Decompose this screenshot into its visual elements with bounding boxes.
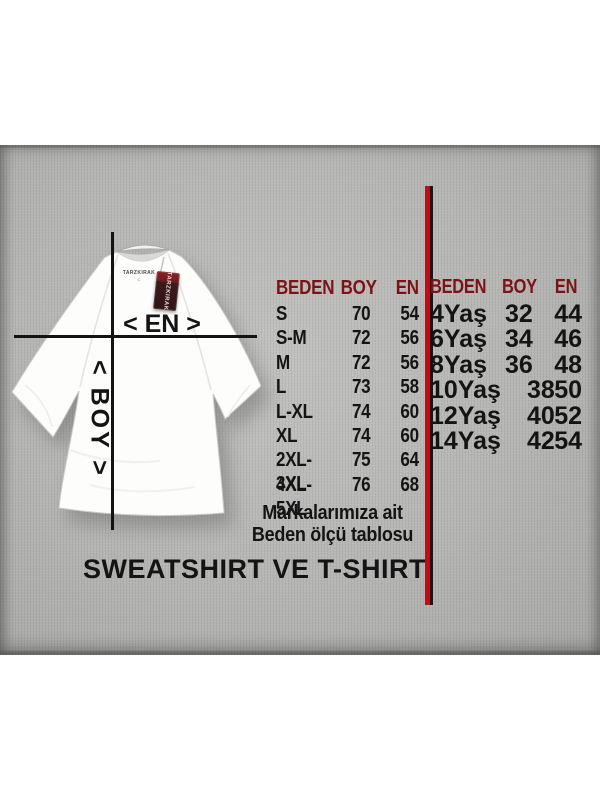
table-cell: 52 [554, 401, 582, 430]
table-row: 8Yaş 36 48 [430, 350, 582, 379]
table-cell: 48 [554, 350, 582, 379]
table-cell: S [276, 303, 288, 325]
table-cell: 8Yaş [430, 350, 488, 379]
wrinkle [89, 484, 196, 493]
table-cell: 74 [351, 424, 371, 447]
kids-table-header: BEDEN BOY EN [430, 276, 582, 302]
neck-size-letter: C [138, 277, 141, 282]
raglan-seam-right [167, 252, 212, 391]
neck-brand-label: TARZKIRAK [123, 270, 155, 276]
table-cell: 42 [527, 426, 555, 455]
table-row: 4Yaş 32 44 [430, 302, 582, 327]
table-cell: 76 [351, 473, 371, 496]
table-cell: 64 [400, 449, 419, 472]
table-cell: M [276, 351, 290, 374]
adult-header-en: EN [395, 277, 419, 299]
table-row: 6Yaş 34 46 [430, 327, 582, 352]
table-cell: 56 [400, 327, 419, 350]
table-cell: 46 [554, 325, 582, 354]
table-cell: 75 [351, 449, 371, 472]
page-title: SWEATSHIRT VE T-SHIRT [83, 554, 427, 584]
wrinkle [227, 384, 251, 418]
en-width-label: < EN > [123, 310, 201, 338]
table-cell: 72 [351, 351, 371, 374]
hang-tag-brand: TARZKIRAK [161, 271, 172, 311]
collar-band [116, 244, 170, 253]
adult-header-boy: BOY [340, 277, 377, 299]
table-cell: 32 [505, 300, 533, 328]
table-cell: L-XL [276, 400, 313, 423]
wrinkle [24, 384, 53, 428]
table-cell: 38 [527, 376, 555, 405]
tshirt-body [11, 249, 262, 517]
table-cell: 74 [351, 400, 371, 423]
table-row: 14Yaş 42 54 [430, 426, 582, 455]
table-caption: Markalarımıza ait Beden ölçü tablosu [236, 502, 430, 546]
table-row: 10Yaş 38 50 [430, 378, 582, 403]
table-cell: 54 [400, 303, 419, 325]
table-cell: 14Yaş [430, 426, 501, 455]
wrinkle [69, 449, 161, 464]
boy-length-label: < BOY > [85, 360, 114, 478]
table-cell: 58 [400, 376, 419, 399]
table-cell: 6Yaş [430, 325, 488, 354]
table-cell: 40 [527, 401, 555, 430]
table-cell: S-M [276, 327, 307, 350]
caption-line-2: Beden ölçü tablosu [251, 524, 414, 546]
tshirt-diagram: TARZKIRAK C [11, 244, 262, 517]
kids-header-beden: BEDEN [430, 276, 487, 298]
table-cell: 60 [400, 400, 419, 423]
hang-tag: TARZKIRAK [153, 270, 180, 312]
kids-header-boy: BOY [502, 276, 537, 298]
table-cell: 12Yaş [430, 401, 501, 430]
table-cell: 36 [505, 350, 533, 379]
table-cell: XL [276, 424, 298, 447]
table-cell: 60 [400, 424, 419, 447]
table-cell: 73 [351, 376, 371, 399]
table-cell: 10Yaş [430, 376, 501, 405]
neck-opening [117, 250, 169, 262]
kids-size-table: BEDEN BOY EN 4Yaş 32 44 6Yaş 34 46 8Yaş … [430, 276, 582, 454]
table-cell: L [276, 376, 287, 399]
table-cell: 56 [400, 351, 419, 374]
kids-header-en: EN [554, 276, 578, 298]
table-cell: 34 [505, 325, 533, 354]
table-cell: 54 [554, 426, 582, 455]
table-cell: 4Yaş [430, 300, 488, 328]
table-cell: 50 [554, 376, 582, 405]
en-measure-line [14, 335, 257, 338]
adult-header-beden: BEDEN [276, 277, 335, 299]
boy-measure-line [111, 232, 114, 530]
table-cell: 70 [351, 303, 371, 325]
red-divider-line [425, 186, 433, 605]
table-cell: 68 [400, 473, 419, 496]
adult-size-table: BEDEN BOY EN S 70 54 S-M 72 56 M 72 56 L… [276, 276, 419, 520]
caption-line-1: Markalarımıza ait [262, 502, 403, 524]
table-cell: 44 [554, 300, 582, 328]
table-cell: 2XL-3XL [276, 449, 312, 496]
table-cell: 4XL-5XL [276, 473, 312, 520]
table-cell: 72 [351, 327, 371, 350]
table-row: 12Yaş 40 52 [430, 401, 582, 430]
